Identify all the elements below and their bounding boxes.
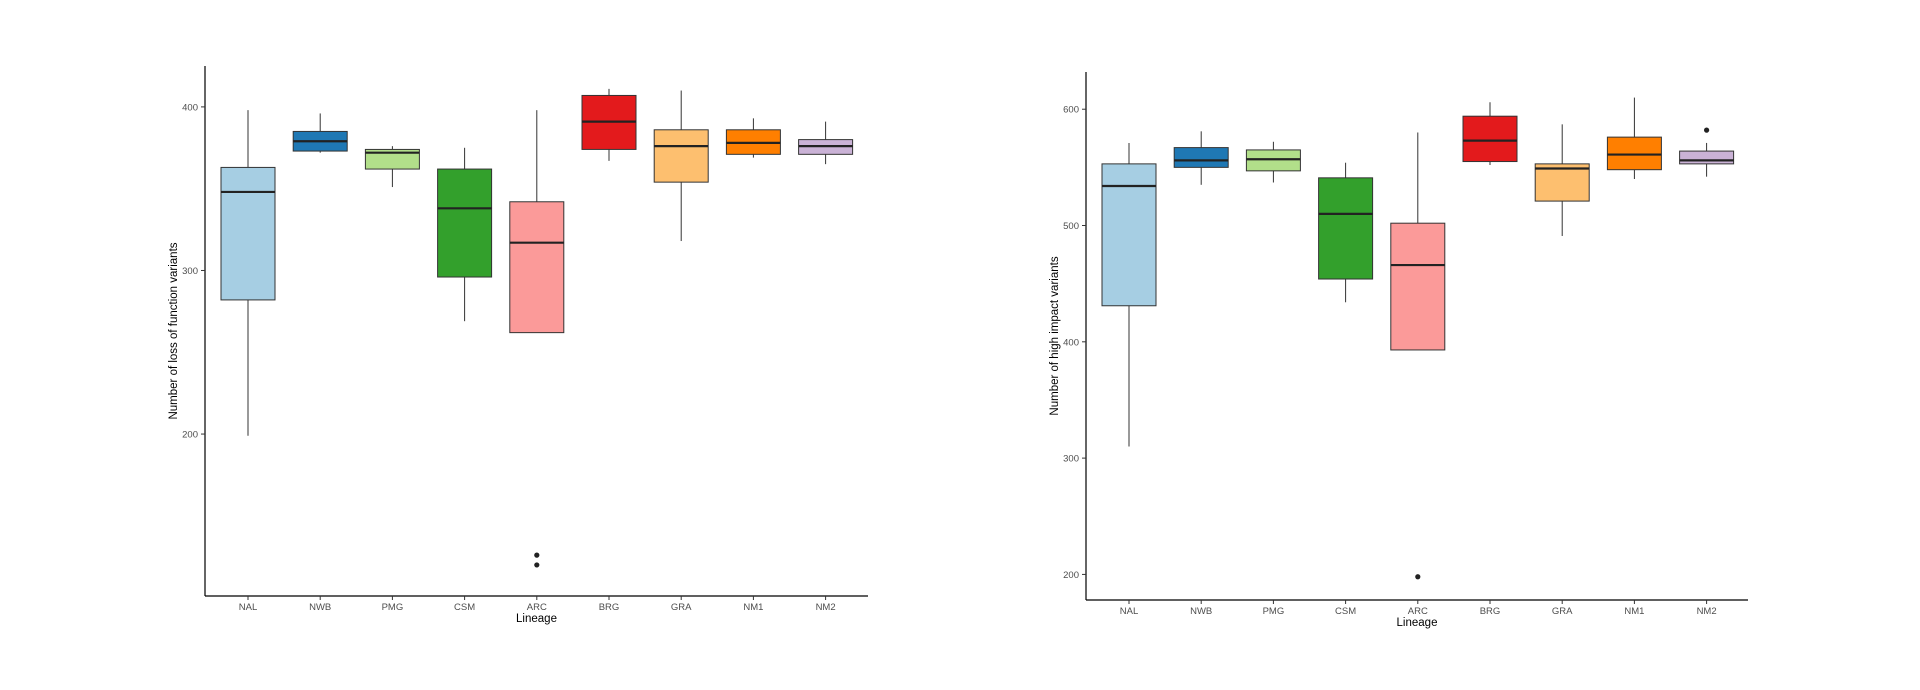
x-tick-label-nal: NAL — [239, 602, 257, 613]
x-tick-label-nm1: NM1 — [1624, 606, 1644, 617]
box-csm — [1318, 177, 1374, 280]
y-tick-label: 200 — [182, 430, 198, 441]
outlier-point-nm2 — [1704, 127, 1710, 133]
y-axis-title: Number of high impact variants — [1049, 256, 1061, 415]
x-tick-label-nwb: NWB — [309, 602, 331, 613]
box-nal — [1101, 163, 1157, 307]
box-nwb — [1173, 147, 1229, 168]
y-tick-label: 600 — [1063, 105, 1079, 116]
box-gra — [1534, 163, 1590, 202]
box-pmg — [364, 148, 420, 170]
box-csm — [437, 168, 493, 278]
x-tick-label-nm2: NM2 — [1697, 606, 1717, 617]
x-tick-label-arc: ARC — [527, 602, 547, 613]
x-tick-label-gra: GRA — [1552, 606, 1573, 617]
x-tick-label-csm: CSM — [454, 602, 475, 613]
y-tick-label: 200 — [1063, 570, 1079, 581]
x-axis-title: Lineage — [516, 613, 557, 625]
box-nal — [220, 166, 276, 301]
box-arc — [1390, 222, 1446, 351]
x-tick-label-nm1: NM1 — [743, 602, 763, 613]
x-tick-label-nwb: NWB — [1190, 606, 1212, 617]
y-tick-label: 400 — [182, 102, 198, 113]
loss-of-function-boxplot-panel: 200 300 400 NAL NWB PMG CSM ARC BRG GRA NM1 NM2 Line… — [168, 66, 868, 625]
x-tick-label-pmg: PMG — [1263, 606, 1285, 617]
y-tick-label: 300 — [1063, 454, 1079, 465]
y-tick-label: 300 — [182, 266, 198, 277]
x-tick-label-nal: NAL — [1120, 606, 1138, 617]
y-tick-label: 500 — [1063, 221, 1079, 232]
outlier-point-arc — [1415, 574, 1421, 580]
outlier-point-arc — [534, 552, 540, 558]
x-tick-label-brg: BRG — [599, 602, 620, 613]
box-brg — [1462, 115, 1518, 163]
x-axis-title: Lineage — [1397, 617, 1438, 629]
x-tick-label-gra: GRA — [671, 602, 692, 613]
x-tick-label-pmg: PMG — [382, 602, 404, 613]
y-tick-label: 400 — [1063, 337, 1079, 348]
x-tick-label-brg: BRG — [1480, 606, 1501, 617]
box-arc — [509, 201, 565, 334]
outlier-point-arc — [534, 562, 540, 568]
y-axis-title: Number of loss of function variants — [168, 242, 180, 419]
box-pmg — [1245, 149, 1301, 172]
box-gra — [653, 129, 709, 183]
box-nm1 — [1606, 136, 1662, 171]
x-tick-label-nm2: NM2 — [816, 602, 836, 613]
x-tick-label-arc: ARC — [1408, 606, 1428, 617]
box-nm2 — [1679, 150, 1735, 165]
high-impact-boxplot-panel: 200 300 400 500 600 NAL NWB PMG CSM ARC BRG GRA NM1 N… — [1049, 72, 1748, 629]
x-tick-label-csm: CSM — [1335, 606, 1356, 617]
